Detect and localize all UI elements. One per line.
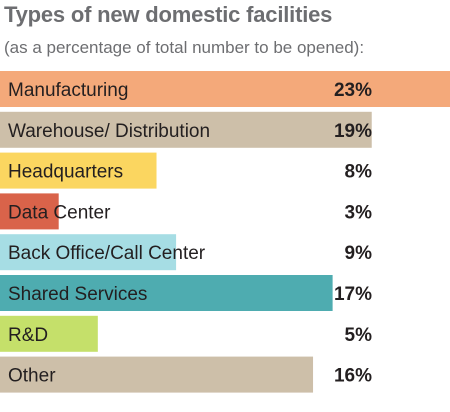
value-label: 5% <box>345 325 373 346</box>
bar-4 <box>0 234 177 271</box>
value-label: 17% <box>334 284 372 305</box>
category-label: Data Center <box>8 202 111 223</box>
category-label: Other <box>8 366 56 387</box>
bar-2 <box>0 152 157 189</box>
chart-subtitle: (as a percentage of total number to be o… <box>4 38 365 57</box>
bar-6 <box>0 315 98 352</box>
value-label: 8% <box>345 162 373 183</box>
bar-0 <box>0 71 450 107</box>
value-label: 16% <box>334 366 372 387</box>
category-label: Shared Services <box>8 284 147 305</box>
category-label: R&D <box>8 325 48 346</box>
value-label: 3% <box>345 202 373 223</box>
bar-5 <box>0 275 333 311</box>
category-label: Headquarters <box>8 162 123 183</box>
bar-1 <box>0 111 372 148</box>
category-label: Manufacturing <box>8 80 128 101</box>
value-label: 9% <box>345 243 373 264</box>
bar-7 <box>0 356 314 393</box>
category-label: Back Office/Call Center <box>8 243 206 264</box>
category-label: Warehouse/ Distribution <box>8 121 210 142</box>
value-label: 19% <box>334 121 372 142</box>
bar-3 <box>0 193 59 230</box>
value-label: 23% <box>334 80 372 101</box>
chart-title: Types of new domestic facilities <box>4 2 333 27</box>
